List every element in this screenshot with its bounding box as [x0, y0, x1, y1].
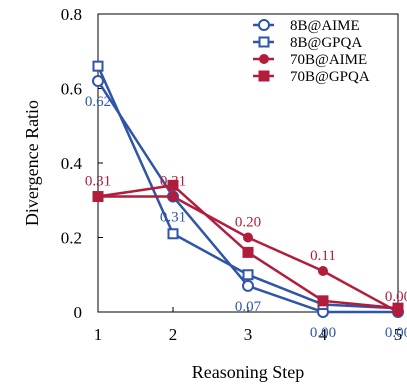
- series-layer: [92, 60, 404, 318]
- data-label: 0.62: [85, 94, 111, 110]
- legend-label: 70B@GPQA: [290, 69, 370, 85]
- series-point: [242, 269, 254, 281]
- data-labels: 0.62 0.31 0.07 0.00 0.00 0.31 0.31 0.20 0.11 0.00: [85, 94, 407, 341]
- legend-marker: [258, 36, 270, 48]
- legend-label: 8B@GPQA: [290, 35, 362, 51]
- data-label: 0.31: [85, 174, 111, 190]
- series-point: [167, 179, 179, 191]
- legend-label: 70B@AIME: [290, 52, 367, 68]
- data-label: 0.00: [310, 325, 336, 341]
- x-axis-label: Reasoning Step: [192, 362, 305, 382]
- y-tick-label: 0.4: [61, 154, 83, 173]
- x-tick-label: 3: [244, 325, 253, 344]
- data-label: 0.00: [385, 289, 407, 305]
- y-tick-label: 0: [74, 303, 83, 322]
- series-point: [242, 246, 254, 258]
- legend-marker: [258, 19, 270, 31]
- series-70b-gpqa: [92, 179, 404, 314]
- y-tick-label: 0.2: [61, 229, 82, 248]
- series-70b-aime: [93, 191, 403, 317]
- data-label: 0.00: [385, 325, 407, 341]
- series-point: [243, 232, 253, 243]
- x-tick-label: 5: [394, 325, 403, 344]
- series-8b-gpqa: [92, 60, 404, 314]
- y-tick-label: 0.6: [61, 80, 82, 99]
- data-label: 0.31: [160, 174, 186, 190]
- series-point: [167, 228, 179, 240]
- series-point: [92, 191, 104, 203]
- series-point: [392, 302, 404, 314]
- y-axis-label: Divergence Ratio: [22, 100, 42, 226]
- series-point: [92, 75, 104, 88]
- legend-item: 8B@AIME: [253, 18, 360, 34]
- legend-item: 8B@GPQA: [253, 35, 362, 51]
- x-tick-label: 1: [94, 325, 103, 344]
- x-tick-label: 4: [319, 325, 328, 344]
- series-point: [92, 60, 104, 72]
- legend-item: 70B@AIME: [253, 52, 367, 68]
- legend-label: 8B@AIME: [290, 18, 360, 34]
- series-point: [168, 191, 178, 202]
- data-label: 0.20: [235, 215, 261, 231]
- data-label: 0.11: [310, 248, 336, 264]
- legend-marker: [258, 70, 270, 82]
- legend-item: 70B@GPQA: [253, 69, 370, 85]
- data-label: 0.31: [160, 210, 186, 226]
- data-label: 0.07: [235, 299, 262, 315]
- legend-marker: [259, 54, 269, 64]
- series-point: [318, 266, 328, 277]
- x-tick-label: 2: [169, 325, 178, 344]
- series-point: [242, 279, 254, 292]
- series-point: [317, 295, 329, 307]
- y-tick-label: 0.8: [61, 5, 82, 24]
- axis-ticks: 1 2 3 4 5 0 0.2 0.4 0.6 0.8: [61, 5, 403, 344]
